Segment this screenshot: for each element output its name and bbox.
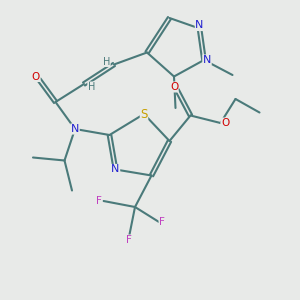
Text: N: N	[203, 55, 211, 65]
Text: S: S	[140, 107, 148, 121]
Text: N: N	[195, 20, 204, 31]
Text: N: N	[111, 164, 120, 175]
Text: F: F	[96, 196, 102, 206]
Text: F: F	[126, 235, 132, 245]
Text: H: H	[103, 56, 110, 67]
Text: H: H	[88, 82, 95, 92]
Text: F: F	[159, 217, 165, 227]
Text: O: O	[170, 82, 178, 92]
Text: N: N	[71, 124, 79, 134]
Text: O: O	[32, 71, 40, 82]
Text: O: O	[221, 118, 229, 128]
